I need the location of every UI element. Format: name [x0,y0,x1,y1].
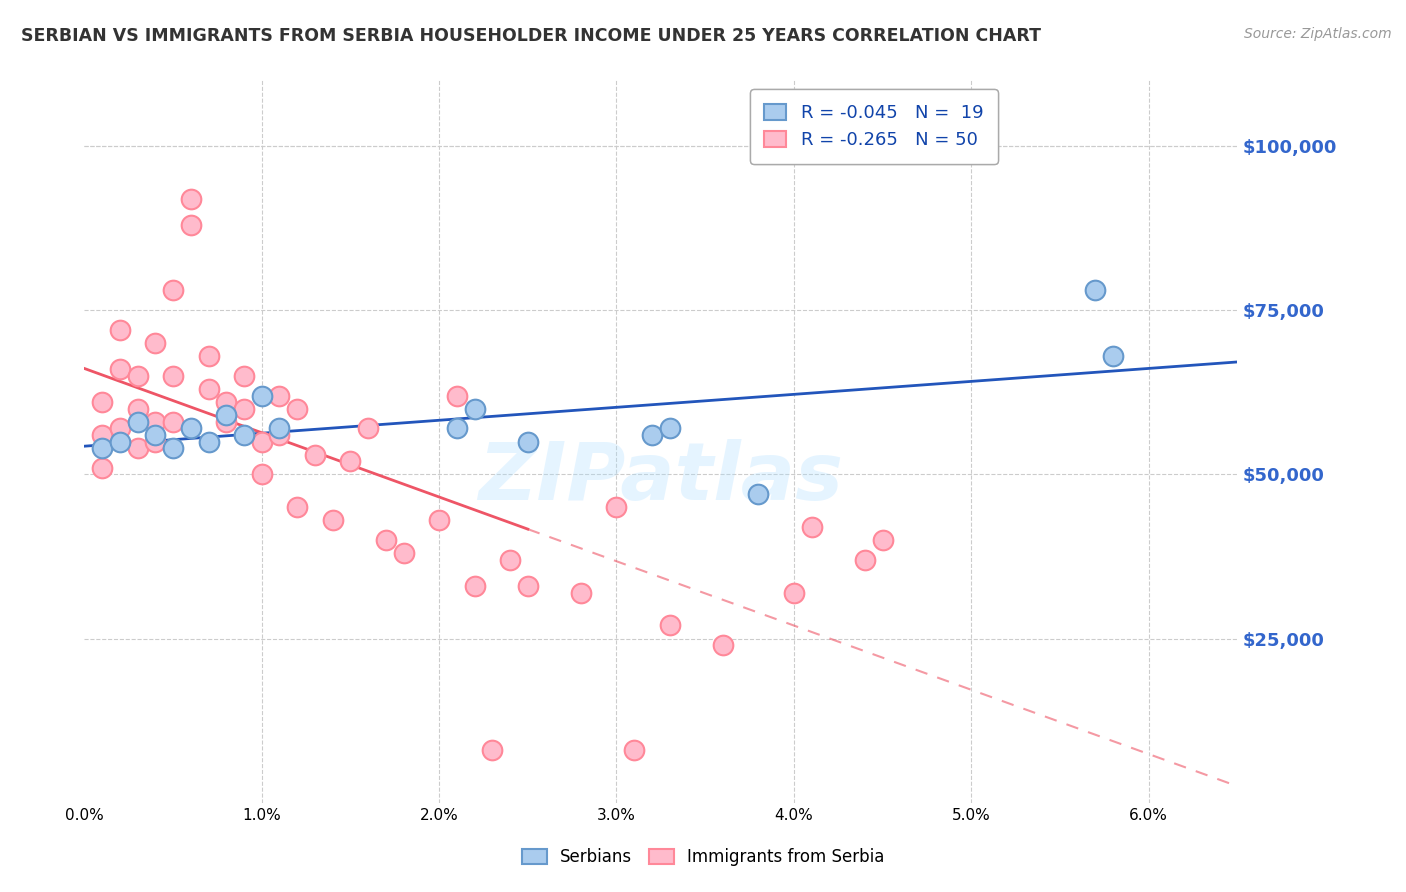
Immigrants from Serbia [285,401,308,416]
Immigrants from Serbia [464,579,486,593]
Immigrants from Serbia [91,395,114,409]
Immigrants from Serbia [499,553,522,567]
Serbians [108,434,131,449]
Immigrants from Serbia [91,460,114,475]
Immigrants from Serbia [783,585,806,599]
Immigrants from Serbia [427,513,450,527]
Immigrants from Serbia [711,638,734,652]
Immigrants from Serbia [800,520,823,534]
Immigrants from Serbia [197,349,219,363]
Immigrants from Serbia [872,533,894,547]
Serbians [197,434,219,449]
Immigrants from Serbia [127,368,149,383]
Immigrants from Serbia [269,388,291,402]
Serbians [1084,284,1107,298]
Serbians [641,428,664,442]
Immigrants from Serbia [322,513,344,527]
Serbians [180,421,202,435]
Immigrants from Serbia [374,533,396,547]
Immigrants from Serbia [215,415,238,429]
Immigrants from Serbia [853,553,876,567]
Immigrants from Serbia [269,428,291,442]
Immigrants from Serbia [180,218,202,232]
Immigrants from Serbia [569,585,592,599]
Immigrants from Serbia [162,284,184,298]
Serbians [269,421,291,435]
Serbians [747,487,769,501]
Serbians [658,421,681,435]
Text: ZIPatlas: ZIPatlas [478,439,844,516]
Serbians [446,421,468,435]
Immigrants from Serbia [605,500,627,515]
Immigrants from Serbia [233,401,256,416]
Serbians [250,388,273,402]
Text: Source: ZipAtlas.com: Source: ZipAtlas.com [1244,27,1392,41]
Legend: Serbians, Immigrants from Serbia: Serbians, Immigrants from Serbia [513,840,893,875]
Serbians [127,415,149,429]
Immigrants from Serbia [304,448,326,462]
Immigrants from Serbia [250,434,273,449]
Immigrants from Serbia [143,434,166,449]
Immigrants from Serbia [357,421,380,435]
Immigrants from Serbia [392,546,415,560]
Immigrants from Serbia [339,454,361,468]
Serbians [1102,349,1125,363]
Immigrants from Serbia [250,467,273,482]
Immigrants from Serbia [162,368,184,383]
Immigrants from Serbia [127,441,149,455]
Immigrants from Serbia [108,362,131,376]
Immigrants from Serbia [197,382,219,396]
Serbians [464,401,486,416]
Immigrants from Serbia [658,618,681,632]
Immigrants from Serbia [143,415,166,429]
Serbians [91,441,114,455]
Immigrants from Serbia [233,368,256,383]
Serbians [233,428,256,442]
Legend: R = -0.045   N =  19, R = -0.265   N = 50: R = -0.045 N = 19, R = -0.265 N = 50 [749,89,998,164]
Immigrants from Serbia [481,743,503,757]
Immigrants from Serbia [162,415,184,429]
Text: SERBIAN VS IMMIGRANTS FROM SERBIA HOUSEHOLDER INCOME UNDER 25 YEARS CORRELATION : SERBIAN VS IMMIGRANTS FROM SERBIA HOUSEH… [21,27,1040,45]
Serbians [215,409,238,423]
Immigrants from Serbia [446,388,468,402]
Immigrants from Serbia [143,336,166,351]
Immigrants from Serbia [108,421,131,435]
Immigrants from Serbia [516,579,538,593]
Serbians [162,441,184,455]
Immigrants from Serbia [108,323,131,337]
Serbians [516,434,538,449]
Immigrants from Serbia [127,401,149,416]
Immigrants from Serbia [91,428,114,442]
Serbians [143,428,166,442]
Immigrants from Serbia [623,743,645,757]
Immigrants from Serbia [215,395,238,409]
Immigrants from Serbia [180,192,202,206]
Immigrants from Serbia [285,500,308,515]
